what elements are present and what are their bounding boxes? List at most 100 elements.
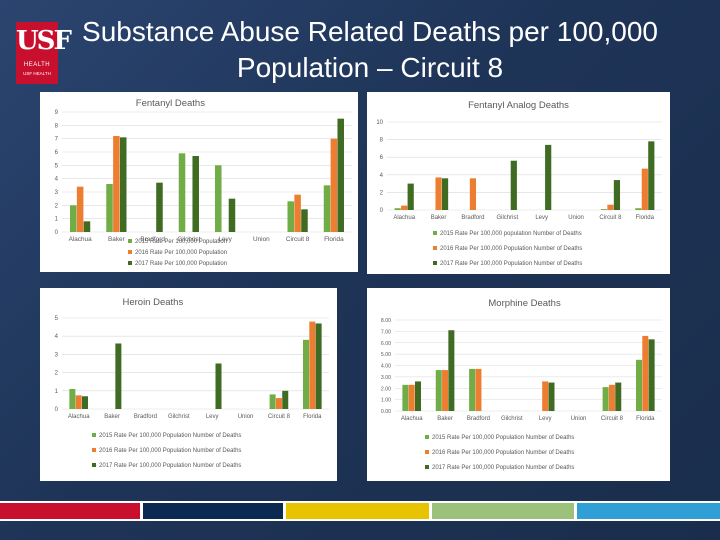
bar-morphine-deaths-0-6 — [602, 387, 609, 411]
y-tick-label: 3 — [55, 352, 59, 358]
chart-morphine: Morphine Deaths 0.00 1.00 2.00 3.00 4.00 5.00 6… — [381, 298, 662, 471]
y-tick-label: 1 — [55, 389, 59, 395]
bar-fentanyl-deaths-1-0 — [76, 186, 84, 232]
legend-label: 2016 Rate Per 100,000 Population Number … — [99, 448, 241, 454]
bar-heroin-deaths-0-0 — [69, 388, 76, 409]
y-tick-label: 6.00 — [381, 341, 391, 347]
chart-panel-heroin: Heroin Deaths 0 1 2 3 4 5 Alachua Baker Bradford G… — [40, 288, 337, 481]
bar-fentanyl-deaths-2-1 — [119, 137, 127, 232]
y-tick-label: 8.00 — [381, 318, 391, 324]
x-category-label: Baker — [431, 215, 447, 221]
bar-fentanyl-analog-deaths-2-7 — [648, 141, 655, 210]
y-tick-label: 6 — [55, 150, 59, 156]
x-category-label: Levy — [539, 416, 552, 422]
bar-heroin-deaths-1-6 — [275, 398, 282, 409]
legend-label: 2017 Rate Per 100,000 Population Number … — [99, 463, 241, 469]
bar-fentanyl-analog-deaths-0-6 — [600, 209, 608, 210]
bar-fentanyl-deaths-2-4 — [228, 198, 236, 232]
footer-stripe-navy — [143, 503, 283, 519]
x-category-label: Bradford — [140, 236, 165, 243]
x-category-label: Union — [568, 215, 584, 221]
bar-fentanyl-deaths-2-0 — [83, 221, 91, 232]
y-tick-label: 2 — [380, 190, 384, 196]
x-category-label: Gilchrist — [501, 416, 523, 422]
chart-title: Heroin Deaths — [122, 297, 183, 308]
y-tick-label: 5 — [55, 163, 59, 169]
footer-stripe-yellow — [286, 503, 429, 519]
chart-panel-morphine: Morphine Deaths 0.00 1.00 2.00 3.00 4.00 5.00 6… — [367, 288, 670, 481]
x-category-label: Florida — [303, 414, 322, 420]
legend-swatch — [425, 465, 429, 469]
x-category-label: Levy — [535, 215, 548, 221]
x-category-label: Baker — [104, 414, 120, 420]
y-tick-label: 3.00 — [381, 375, 391, 381]
y-tick-label: 0 — [55, 230, 59, 236]
x-category-label: Alachua — [68, 414, 90, 420]
bar-heroin-deaths-2-4 — [215, 363, 222, 409]
bar-morphine-deaths-2-7 — [648, 339, 655, 411]
x-category-label: Circuit 8 — [286, 236, 310, 243]
slide-title-line2: Population – Circuit 8 — [236, 52, 504, 83]
y-tick-label: 4.00 — [381, 364, 391, 370]
chart-heroin: Heroin Deaths 0 1 2 3 4 5 Alachua Baker Bradford G… — [55, 297, 329, 469]
bar-fentanyl-analog-deaths-1-7 — [641, 168, 648, 210]
x-category-label: Baker — [108, 236, 126, 243]
footer-stripe-red — [0, 503, 140, 519]
bar-heroin-deaths-0-6 — [269, 394, 276, 409]
x-category-label: Union — [238, 414, 254, 420]
x-category-label: Gilchrist — [177, 236, 200, 243]
bar-fentanyl-deaths-0-3 — [178, 153, 186, 232]
legend-swatch — [92, 463, 96, 467]
bar-fentanyl-deaths-0-7 — [323, 185, 331, 232]
x-category-label: Gilchrist — [496, 215, 518, 221]
legend-label: 2016 Rate Per 100,000 Population Number … — [440, 246, 582, 252]
y-tick-label: 5.00 — [381, 352, 391, 358]
y-tick-label: 8 — [55, 123, 59, 129]
chart-panel-fentanyl-analog: Fentanyl Analog Deaths 0 2 4 6 8 10 Alachua Bake… — [367, 92, 670, 274]
bar-fentanyl-deaths-0-6 — [287, 201, 295, 232]
bar-morphine-deaths-0-0 — [402, 384, 409, 411]
legend-label: 2015 Rate Per 100,000 population Number … — [440, 231, 582, 237]
legend-swatch — [425, 435, 429, 439]
bar-fentanyl-analog-deaths-1-6 — [607, 204, 614, 210]
legend-label: 2016 Rate Per 100,000 Population Number … — [432, 450, 574, 456]
x-category-label: Levy — [218, 236, 232, 243]
y-tick-label: 6 — [380, 155, 384, 161]
legend-swatch — [433, 246, 437, 250]
y-tick-label: 8 — [380, 138, 384, 144]
x-category-label: Bradford — [467, 416, 490, 422]
bar-fentanyl-analog-deaths-2-3 — [510, 160, 517, 210]
bar-morphine-deaths-1-4 — [542, 381, 549, 411]
bar-heroin-deaths-0-7 — [303, 339, 310, 409]
legend-label: 2015 Rate Per 100,000 Population — [135, 239, 227, 245]
bar-fentanyl-deaths-2-2 — [156, 182, 163, 232]
chart-title: Morphine Deaths — [488, 298, 561, 309]
bar-fentanyl-deaths-1-6 — [294, 194, 301, 232]
chart-panel-fentanyl: Fentanyl Deaths 0 1 2 3 4 5 6 7 8 9 Alachua Baker Bra… — [40, 92, 358, 272]
bar-morphine-deaths-0-2 — [469, 368, 476, 411]
bar-fentanyl-analog-deaths-0-0 — [394, 208, 401, 210]
x-category-label: Alachua — [401, 416, 423, 422]
y-tick-label: 5 — [55, 316, 59, 322]
y-tick-label: 4 — [55, 177, 59, 183]
x-category-label: Levy — [206, 414, 219, 420]
bar-fentanyl-analog-deaths-1-0 — [401, 205, 408, 210]
bar-fentanyl-deaths-1-1 — [113, 136, 120, 232]
y-tick-label: 4 — [380, 173, 384, 179]
bar-morphine-deaths-1-2 — [475, 368, 482, 411]
bar-fentanyl-analog-deaths-2-0 — [407, 183, 414, 210]
x-category-label: Union — [253, 236, 270, 243]
x-category-label: Florida — [636, 416, 655, 422]
bar-heroin-deaths-1-7 — [309, 321, 316, 409]
slide-title: Substance Abuse Related Deaths per 100,0… — [62, 14, 678, 86]
x-category-label: Union — [571, 416, 587, 422]
bar-morphine-deaths-0-1 — [435, 370, 442, 411]
x-category-label: Alachua — [69, 236, 93, 243]
x-category-label: Circuit 8 — [268, 414, 291, 420]
legend-swatch — [92, 448, 96, 452]
bar-heroin-deaths-2-1 — [115, 343, 122, 409]
bar-morphine-deaths-2-4 — [548, 382, 555, 411]
legend-swatch — [425, 450, 429, 454]
legend-label: 2016 Rate Per 100,000 Population — [135, 250, 227, 256]
